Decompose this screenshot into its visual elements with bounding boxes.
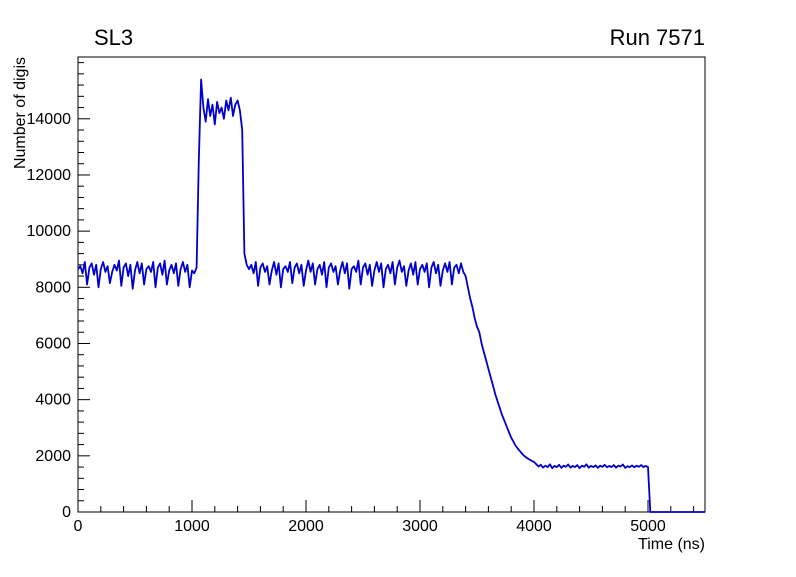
x-axis-label: Time (ns) — [638, 536, 705, 553]
x-tick-label: 5000 — [630, 518, 666, 535]
y-tick-label: 4000 — [35, 392, 71, 409]
y-tick-label: 0 — [62, 504, 71, 521]
y-tick-label: 14000 — [27, 111, 72, 128]
data-series-line — [77, 78, 705, 513]
y-tick-label: 2000 — [35, 448, 71, 465]
y-axis-label: Number of digis — [12, 57, 29, 169]
axis-tick-labels: 0 1000 2000 3000 4000 5000 0 2000 4000 6000 8000 10… — [27, 111, 666, 535]
y-tick-label: 6000 — [35, 335, 71, 352]
axis-ticks — [77, 62, 695, 513]
plot-frame — [77, 56, 706, 513]
y-tick-label: 8000 — [35, 279, 71, 296]
x-tick-label: 1000 — [174, 518, 210, 535]
y-tick-label: 12000 — [27, 167, 72, 184]
x-tick-label: 2000 — [288, 518, 324, 535]
plot-title: SL3 — [94, 25, 133, 50]
x-tick-label: 4000 — [516, 518, 552, 535]
run-annotation: Run 7571 — [610, 25, 705, 50]
x-tick-label: 0 — [74, 518, 83, 535]
y-tick-label: 10000 — [27, 223, 72, 240]
x-tick-label: 3000 — [402, 518, 438, 535]
